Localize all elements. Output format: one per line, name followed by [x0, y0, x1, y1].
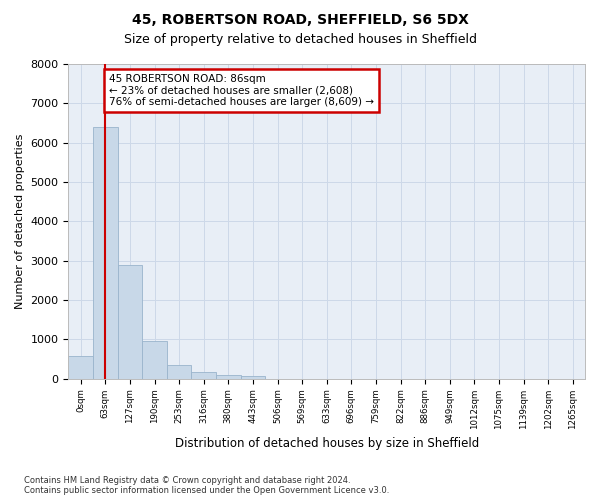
Text: Size of property relative to detached houses in Sheffield: Size of property relative to detached ho… [124, 32, 476, 46]
Bar [167, 365, 191, 378]
Bar [191, 372, 216, 378]
Bar [216, 374, 241, 378]
Text: 45, ROBERTSON ROAD, SHEFFIELD, S6 5DX: 45, ROBERTSON ROAD, SHEFFIELD, S6 5DX [131, 12, 469, 26]
Bar [118, 264, 142, 378]
Bar [241, 376, 265, 378]
Y-axis label: Number of detached properties: Number of detached properties [15, 134, 25, 309]
Bar [68, 356, 93, 378]
Bar [93, 127, 118, 378]
Bar [142, 341, 167, 378]
Text: 45 ROBERTSON ROAD: 86sqm
← 23% of detached houses are smaller (2,608)
76% of sem: 45 ROBERTSON ROAD: 86sqm ← 23% of detach… [109, 74, 374, 107]
Text: Contains HM Land Registry data © Crown copyright and database right 2024.
Contai: Contains HM Land Registry data © Crown c… [24, 476, 389, 495]
X-axis label: Distribution of detached houses by size in Sheffield: Distribution of detached houses by size … [175, 437, 479, 450]
